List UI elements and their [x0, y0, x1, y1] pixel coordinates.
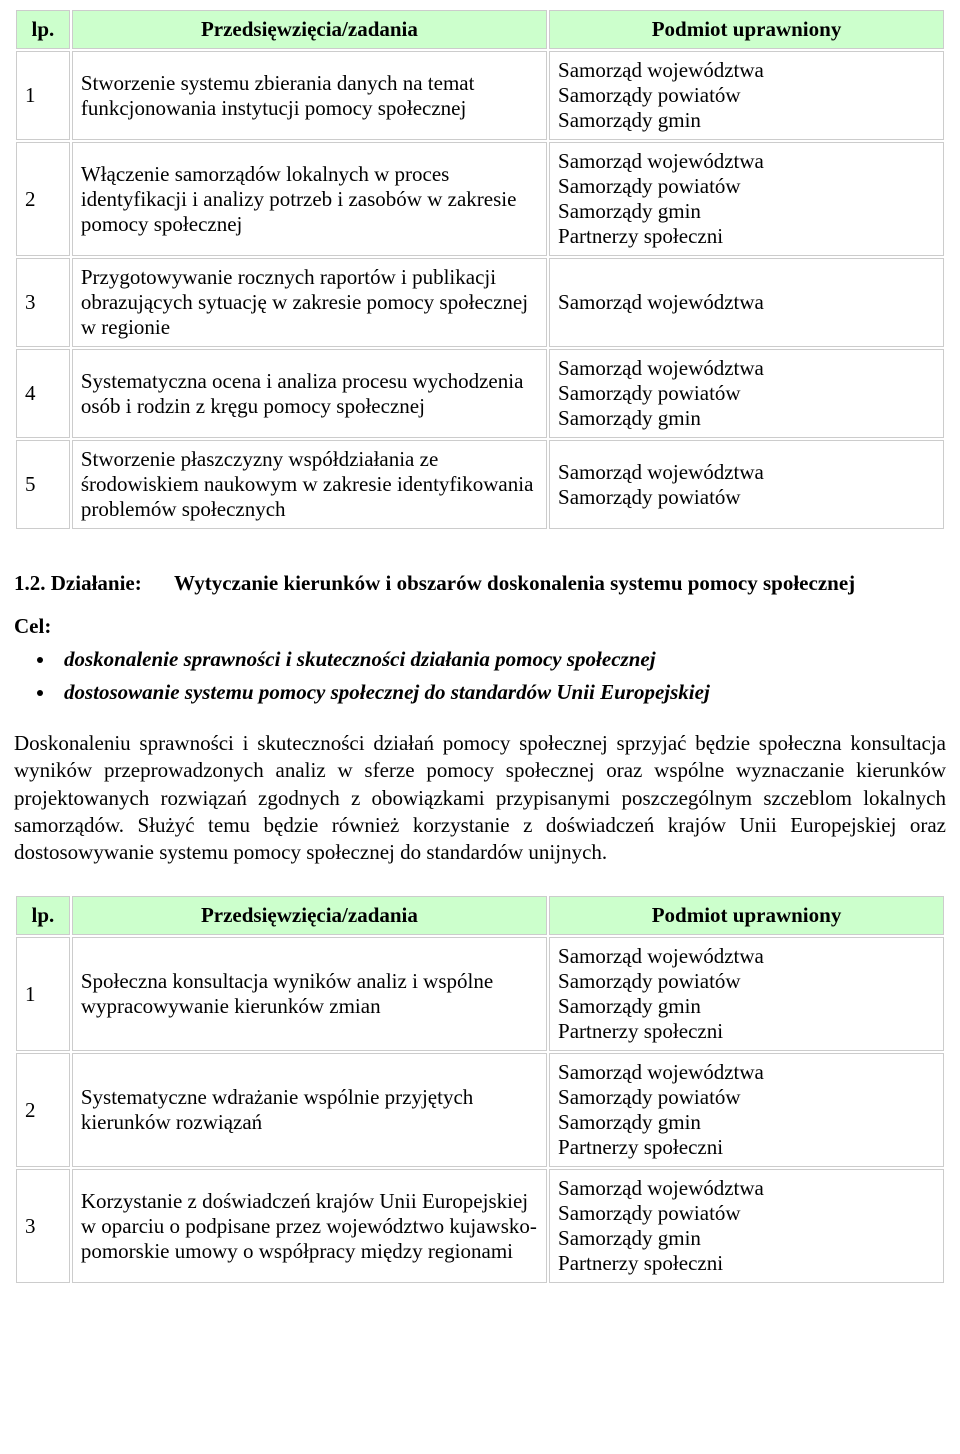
entity-line: Samorząd województwa: [558, 290, 935, 315]
entity-line: Partnerzy społeczni: [558, 1251, 935, 1276]
goals-list: doskonalenie sprawności i skuteczności d…: [56, 647, 946, 705]
entity-line: Samorządy gmin: [558, 108, 935, 133]
table-row: 1Społeczna konsultacja wyników analiz i …: [16, 937, 944, 1051]
entity-line: Samorządy powiatów: [558, 485, 935, 510]
table-row: 4Systematyczna ocena i analiza procesu w…: [16, 349, 944, 438]
table-row: 5Stworzenie płaszczyzny współdziałania z…: [16, 440, 944, 529]
header-entity: Podmiot uprawniony: [549, 10, 944, 49]
table-header-row: lp. Przedsięwzięcia/zadania Podmiot upra…: [16, 896, 944, 935]
cell-entity: Samorząd województwaSamorządy powiatów: [549, 440, 944, 529]
cell-lp: 3: [16, 258, 70, 347]
cel-label: Cel:: [14, 614, 946, 639]
entity-line: Samorząd województwa: [558, 460, 935, 485]
cell-lp: 2: [16, 142, 70, 256]
cell-lp: 1: [16, 937, 70, 1051]
cell-lp: 5: [16, 440, 70, 529]
cell-entity: Samorząd województwa: [549, 258, 944, 347]
cell-lp: 2: [16, 1053, 70, 1167]
entity-line: Partnerzy społeczni: [558, 1019, 935, 1044]
entity-line: Samorząd województwa: [558, 356, 935, 381]
cell-task: Przygotowywanie rocznych raportów i publ…: [72, 258, 547, 347]
entity-line: Samorządy powiatów: [558, 83, 935, 108]
tasks-table-2: lp. Przedsięwzięcia/zadania Podmiot upra…: [14, 894, 946, 1285]
section-heading: 1.2. Działanie: Wytyczanie kierunków i o…: [14, 571, 946, 596]
cell-task: Korzystanie z doświadczeń krajów Unii Eu…: [72, 1169, 547, 1283]
header-lp: lp.: [16, 896, 70, 935]
table2-body: 1Społeczna konsultacja wyników analiz i …: [16, 937, 944, 1283]
table-row: 2Systematyczne wdrażanie wspólnie przyję…: [16, 1053, 944, 1167]
cell-entity: Samorząd województwaSamorządy powiatówSa…: [549, 1053, 944, 1167]
table-row: 1Stworzenie systemu zbierania danych na …: [16, 51, 944, 140]
cell-lp: 3: [16, 1169, 70, 1283]
cell-task: Stworzenie płaszczyzny współdziałania ze…: [72, 440, 547, 529]
entity-line: Samorząd województwa: [558, 944, 935, 969]
header-task: Przedsięwzięcia/zadania: [72, 10, 547, 49]
cell-entity: Samorząd województwaSamorządy powiatówSa…: [549, 1169, 944, 1283]
header-lp: lp.: [16, 10, 70, 49]
entity-line: Partnerzy społeczni: [558, 224, 935, 249]
cell-task: Systematyczna ocena i analiza procesu wy…: [72, 349, 547, 438]
entity-line: Samorządy powiatów: [558, 1201, 935, 1226]
table-row: 3Przygotowywanie rocznych raportów i pub…: [16, 258, 944, 347]
entity-line: Samorządy powiatów: [558, 1085, 935, 1110]
entity-line: Partnerzy społeczni: [558, 1135, 935, 1160]
cell-lp: 4: [16, 349, 70, 438]
cell-task: Stworzenie systemu zbierania danych na t…: [72, 51, 547, 140]
goal-item: dostosowanie systemu pomocy społecznej d…: [56, 680, 946, 705]
cell-entity: Samorząd województwaSamorządy powiatówSa…: [549, 349, 944, 438]
cell-task: Włączenie samorządów lokalnych w proces …: [72, 142, 547, 256]
entity-line: Samorząd województwa: [558, 1060, 935, 1085]
table1-body: 1Stworzenie systemu zbierania danych na …: [16, 51, 944, 529]
entity-line: Samorządy powiatów: [558, 174, 935, 199]
entity-line: Samorządy gmin: [558, 199, 935, 224]
header-task: Przedsięwzięcia/zadania: [72, 896, 547, 935]
entity-line: Samorządy gmin: [558, 406, 935, 431]
tasks-table-1: lp. Przedsięwzięcia/zadania Podmiot upra…: [14, 8, 946, 531]
table-row: 2Włączenie samorządów lokalnych w proces…: [16, 142, 944, 256]
section-title: Wytyczanie kierunków i obszarów doskonal…: [174, 571, 855, 596]
entity-line: Samorządy powiatów: [558, 969, 935, 994]
section-number: 1.2. Działanie:: [14, 571, 174, 596]
entity-line: Samorządy powiatów: [558, 381, 935, 406]
table-row: 3Korzystanie z doświadczeń krajów Unii E…: [16, 1169, 944, 1283]
entity-line: Samorządy gmin: [558, 1226, 935, 1251]
entity-line: Samorządy gmin: [558, 994, 935, 1019]
cell-lp: 1: [16, 51, 70, 140]
cell-task: Systematyczne wdrażanie wspólnie przyjęt…: [72, 1053, 547, 1167]
section-paragraph: Doskonaleniu sprawności i skuteczności d…: [14, 730, 946, 866]
cell-entity: Samorząd województwaSamorządy powiatówSa…: [549, 51, 944, 140]
entity-line: Samorządy gmin: [558, 1110, 935, 1135]
table-header-row: lp. Przedsięwzięcia/zadania Podmiot upra…: [16, 10, 944, 49]
cell-task: Społeczna konsultacja wyników analiz i w…: [72, 937, 547, 1051]
header-entity: Podmiot uprawniony: [549, 896, 944, 935]
entity-line: Samorząd województwa: [558, 149, 935, 174]
goal-item: doskonalenie sprawności i skuteczności d…: [56, 647, 946, 672]
cell-entity: Samorząd województwaSamorządy powiatówSa…: [549, 142, 944, 256]
cell-entity: Samorząd województwaSamorządy powiatówSa…: [549, 937, 944, 1051]
entity-line: Samorząd województwa: [558, 58, 935, 83]
entity-line: Samorząd województwa: [558, 1176, 935, 1201]
